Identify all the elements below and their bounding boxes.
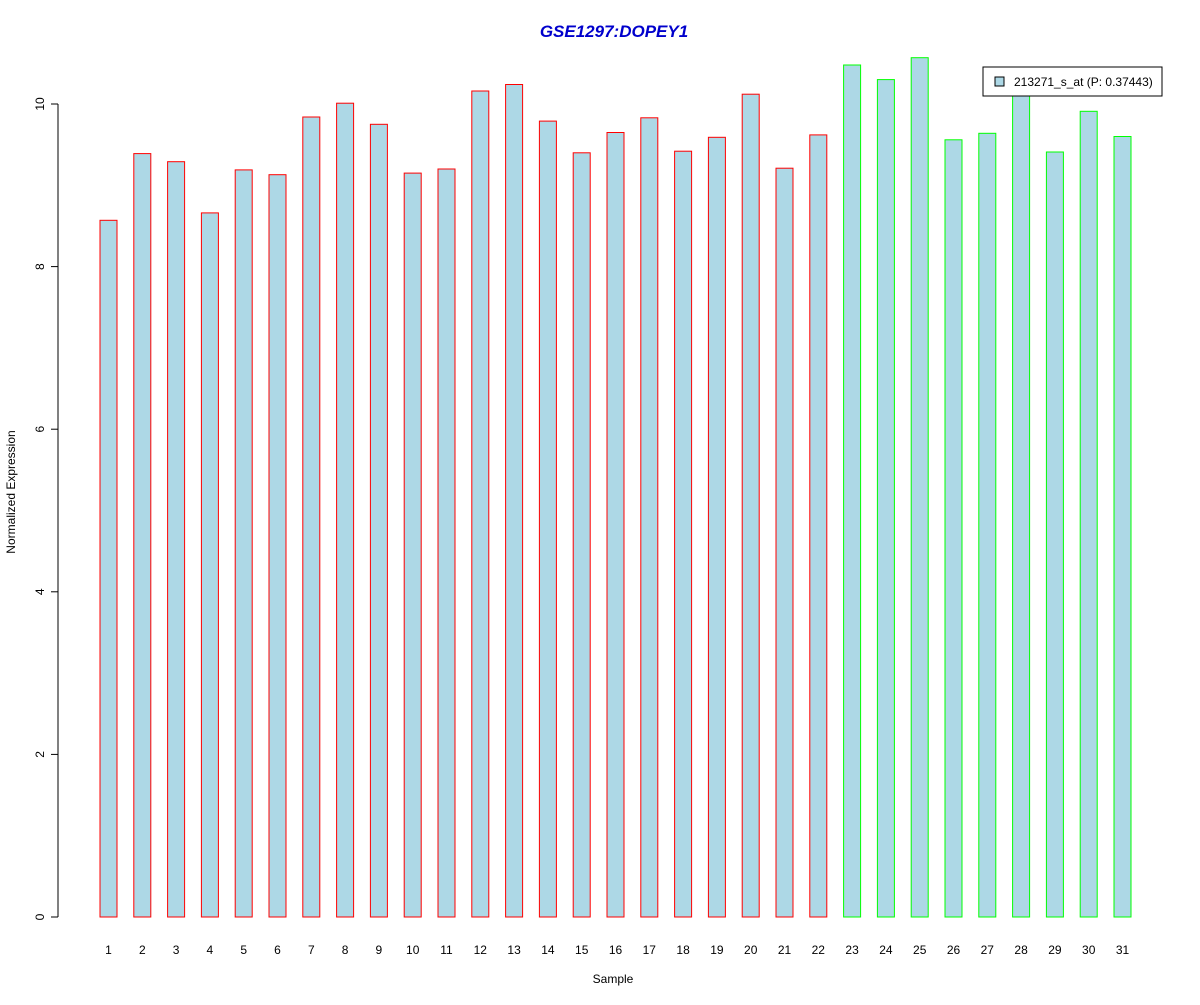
x-tick-label: 16: [609, 943, 623, 957]
bar-sample-7: [302, 116, 321, 918]
y-tick-label: 2: [33, 751, 47, 758]
bar-sample-22: [809, 134, 828, 918]
x-tick-label: 1: [105, 943, 112, 957]
bar-sample-16: [606, 132, 625, 918]
x-tick-label: 24: [879, 943, 893, 957]
x-tick-label: 31: [1116, 943, 1130, 957]
x-tick-label: 11: [440, 943, 453, 957]
y-axis: 0 2 4 6 8 10: [33, 97, 59, 920]
bar-sample-3: [167, 161, 186, 918]
x-tick-label: 21: [778, 943, 792, 957]
x-tick-label: 25: [913, 943, 927, 957]
legend-swatch: [994, 76, 1005, 87]
bar-sample-2: [133, 153, 152, 918]
chart-title: GSE1297:DOPEY1: [540, 22, 688, 41]
x-tick-label: 19: [710, 943, 724, 957]
legend: 213271_s_at (P: 0.37443): [982, 66, 1163, 97]
bar-sample-28: [1012, 88, 1031, 918]
x-tick-label: 14: [541, 943, 555, 957]
x-tick-label: 27: [981, 943, 995, 957]
y-axis-label: Normalized Expression: [4, 430, 18, 553]
bar-sample-6: [268, 174, 287, 918]
bar-sample-19: [707, 136, 726, 918]
x-tick-label: 8: [342, 943, 349, 957]
y-tick-label: 8: [33, 263, 47, 270]
bar-sample-17: [640, 117, 659, 918]
bar-sample-30: [1079, 110, 1098, 918]
bar-sample-21: [775, 167, 794, 918]
bar-sample-20: [741, 93, 760, 918]
bar-sample-4: [200, 212, 219, 918]
x-tick-label: 20: [744, 943, 758, 957]
bar-sample-15: [572, 152, 591, 918]
y-tick-label: 0: [33, 913, 47, 920]
y-tick-label: 4: [33, 588, 47, 595]
x-tick-label: 23: [845, 943, 859, 957]
x-tick-label: 17: [643, 943, 657, 957]
legend-box: [982, 66, 1163, 97]
bar-series: [99, 57, 1132, 918]
bar-sample-8: [336, 102, 355, 918]
bar-sample-23: [843, 64, 862, 918]
x-axis-label: Sample: [593, 972, 634, 986]
bar-sample-24: [876, 79, 895, 918]
bar-sample-10: [403, 172, 422, 918]
x-tick-label: 9: [376, 943, 383, 957]
bar-sample-26: [944, 139, 963, 918]
bar-sample-27: [978, 132, 997, 918]
x-tick-label: 18: [676, 943, 690, 957]
x-tick-label: 22: [812, 943, 826, 957]
x-tick-label: 10: [406, 943, 420, 957]
bar-sample-14: [538, 120, 557, 918]
x-tick-label: 30: [1082, 943, 1096, 957]
bar-sample-31: [1113, 136, 1132, 918]
x-tick-label: 7: [308, 943, 315, 957]
x-tick-label: 5: [240, 943, 247, 957]
x-axis: 1 2 3 4 5 6 7 8 9 10 11 12 13 14 15 16 17 18 19 20 21 22 23 24 2…: [105, 943, 1129, 957]
bar-sample-12: [471, 90, 490, 918]
bar-sample-9: [369, 123, 388, 918]
legend-label: 213271_s_at (P: 0.37443): [1014, 75, 1153, 89]
x-tick-label: 29: [1048, 943, 1062, 957]
bar-sample-25: [910, 57, 929, 918]
bar-sample-13: [505, 84, 524, 918]
bar-sample-29: [1045, 151, 1064, 918]
bar-sample-5: [234, 169, 253, 918]
x-tick-label: 6: [274, 943, 281, 957]
x-tick-label: 28: [1014, 943, 1028, 957]
bar-sample-11: [437, 168, 456, 918]
bar-sample-1: [99, 219, 118, 918]
bar-sample-18: [674, 150, 693, 918]
x-tick-label: 15: [575, 943, 589, 957]
x-tick-label: 3: [173, 943, 180, 957]
y-tick-label: 10: [33, 97, 47, 111]
x-tick-label: 4: [207, 943, 214, 957]
y-tick-label: 6: [33, 426, 47, 433]
x-tick-label: 26: [947, 943, 961, 957]
x-tick-label: 12: [474, 943, 488, 957]
x-tick-label: 2: [139, 943, 146, 957]
x-tick-label: 13: [507, 943, 521, 957]
